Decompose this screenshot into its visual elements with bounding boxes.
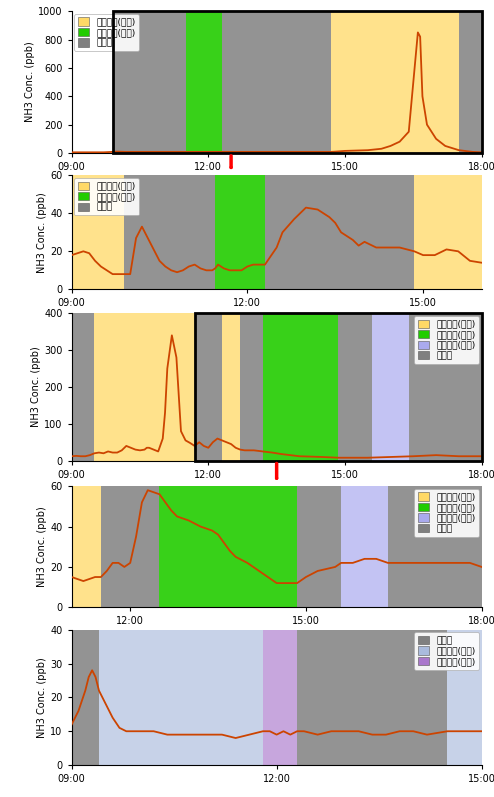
Bar — [160, 486, 297, 607]
Bar — [72, 313, 94, 461]
Bar — [372, 313, 409, 461]
Bar — [388, 486, 482, 607]
Bar — [72, 486, 101, 607]
Legend: 농업지역(용인), 주거지역(수원), 도로변: 농업지역(용인), 주거지역(수원), 도로변 — [74, 14, 139, 51]
Legend: 농업지역(용인), 주거지역(수원), 산업단지(수원), 도로변: 농업지역(용인), 주거지역(수원), 산업단지(수원), 도로변 — [414, 489, 479, 536]
Bar — [99, 630, 263, 765]
Y-axis label: NH3 Conc. (ppb): NH3 Conc. (ppb) — [38, 192, 47, 273]
Bar — [459, 11, 482, 153]
Bar — [448, 630, 482, 765]
Bar — [222, 11, 331, 153]
Bar — [195, 313, 222, 461]
Legend: 도로변, 산업단지(반월), 산업단지(시화): 도로변, 산업단지(반월), 산업단지(시화) — [414, 632, 479, 669]
Bar — [240, 313, 263, 461]
Legend: 농업지역(용인), 주거지역(수원), 도로변: 농업지역(용인), 주거지역(수원), 도로변 — [74, 178, 139, 215]
Bar — [297, 486, 341, 607]
Y-axis label: NH3 Conc. (ppb): NH3 Conc. (ppb) — [31, 347, 41, 427]
Bar — [94, 313, 195, 461]
Bar — [409, 313, 482, 461]
Bar — [331, 11, 459, 153]
Bar — [72, 630, 99, 765]
Bar — [215, 175, 265, 289]
Y-axis label: NH3 Conc. (ppb): NH3 Conc. (ppb) — [38, 657, 47, 738]
Bar — [195, 313, 482, 461]
Bar — [338, 313, 372, 461]
Bar — [222, 313, 240, 461]
Y-axis label: NH3 Conc. (ppb): NH3 Conc. (ppb) — [38, 506, 47, 587]
Bar — [186, 11, 222, 153]
Bar — [72, 175, 124, 289]
Bar — [265, 175, 414, 289]
Bar — [414, 175, 482, 289]
Y-axis label: NH3 Conc. (ppb): NH3 Conc. (ppb) — [25, 41, 36, 123]
Bar — [352, 630, 448, 765]
Bar — [124, 175, 215, 289]
Bar — [341, 486, 388, 607]
Legend: 농업지역(용인), 주거지역(수원), 산업단지(수원), 도로변: 농업지역(용인), 주거지역(수원), 산업단지(수원), 도로변 — [414, 316, 479, 363]
Bar — [263, 313, 338, 461]
Bar — [297, 630, 352, 765]
Bar — [113, 11, 186, 153]
Bar — [263, 630, 297, 765]
Bar — [101, 486, 160, 607]
